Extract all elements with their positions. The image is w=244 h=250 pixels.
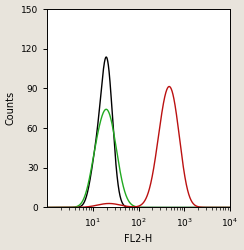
X-axis label: FL2-H: FL2-H xyxy=(124,234,153,244)
Y-axis label: Counts: Counts xyxy=(6,91,16,125)
